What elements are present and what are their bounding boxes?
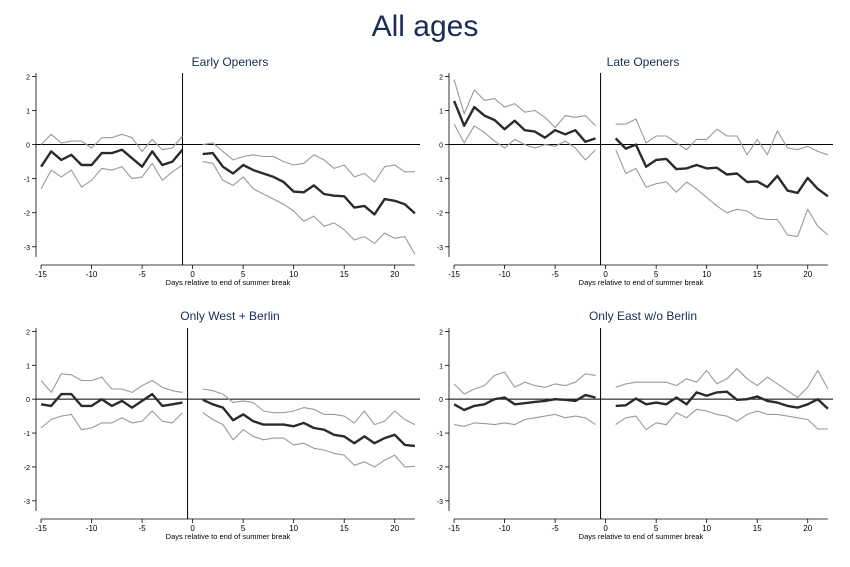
ci-upper-line-pre [40, 133, 183, 152]
x-tick-label: 5 [654, 270, 659, 279]
x-tick-label: -15 [448, 270, 460, 279]
panel-title: Only East w/o Berlin [589, 309, 697, 323]
y-tick-label: 0 [439, 143, 443, 150]
x-tick-label: -10 [499, 270, 511, 279]
y-tick-label: -3 [24, 499, 30, 506]
ci-upper-line-post [202, 142, 415, 183]
panel-title: Only West + Berlin [180, 309, 279, 323]
y-tick-label: -3 [437, 499, 443, 506]
x-tick-label: 15 [753, 270, 762, 279]
ci-lower-line-pre [453, 123, 596, 161]
ci-lower-line-post [615, 149, 829, 238]
x-tick-label: 10 [289, 270, 298, 279]
x-tick-label: 5 [241, 270, 246, 279]
x-axis-label: Days relative to end of summer break [166, 532, 291, 541]
estimate-line-post [615, 390, 829, 410]
estimate-line-post [202, 398, 416, 448]
x-axis-label: Days relative to end of summer break [166, 278, 291, 287]
x-axis-label: Days relative to end of summer break [579, 532, 704, 541]
ci-lower-line-pre [40, 162, 183, 190]
estimate-line-pre [40, 392, 183, 409]
y-tick-label: 2 [26, 74, 30, 81]
y-tick-label: 1 [26, 363, 30, 370]
x-tick-label: -5 [552, 270, 560, 279]
ci-upper-line-pre [453, 79, 596, 129]
x-tick-label: 5 [654, 524, 659, 533]
x-tick-label: 0 [603, 524, 608, 533]
x-tick-label: -10 [499, 524, 511, 533]
x-tick-label: -15 [448, 524, 460, 533]
x-tick-label: 20 [390, 524, 399, 533]
x-tick-label: 20 [803, 270, 812, 279]
x-tick-label: 20 [390, 270, 399, 279]
x-tick-label: -5 [552, 524, 560, 533]
ci-upper-line-pre [40, 373, 183, 393]
x-tick-label: -10 [86, 270, 98, 279]
ci-lower-line-pre [454, 413, 596, 427]
y-tick-label: -2 [24, 465, 30, 472]
ci-lower-line-post [615, 408, 828, 431]
x-tick-label: 5 [241, 524, 246, 533]
x-tick-label: -5 [139, 270, 147, 279]
x-tick-label: 0 [190, 524, 195, 533]
y-tick-label: -3 [437, 245, 443, 252]
page-title: All ages [371, 10, 479, 43]
y-tick-label: -3 [24, 245, 30, 252]
x-tick-label: 10 [289, 524, 298, 533]
y-tick-label: 2 [439, 74, 443, 81]
x-tick-label: -10 [86, 524, 98, 533]
x-tick-label: 10 [702, 270, 711, 279]
estimate-line-post [614, 137, 829, 198]
y-tick-label: 1 [439, 363, 443, 370]
estimate-line-post [202, 151, 416, 216]
x-tick-label: 0 [603, 270, 608, 279]
y-tick-label: -2 [437, 465, 443, 472]
estimate-line-pre [453, 393, 596, 412]
x-tick-label: 15 [753, 524, 762, 533]
estimate-line-pre [40, 148, 184, 168]
y-tick-label: 2 [439, 329, 443, 336]
ci-lower-line-pre [40, 410, 183, 431]
x-tick-label: 15 [340, 524, 349, 533]
x-axis-label: Days relative to end of summer break [579, 278, 704, 287]
x-tick-label: 0 [190, 270, 195, 279]
y-tick-label: 0 [26, 397, 30, 404]
y-tick-label: -1 [24, 177, 30, 184]
y-tick-label: 0 [26, 143, 30, 150]
ci-lower-line-post [202, 412, 415, 468]
y-tick-label: -1 [437, 177, 443, 184]
y-tick-label: 0 [439, 397, 443, 404]
ci-upper-line-post [615, 368, 829, 399]
estimate-line-pre [452, 100, 596, 143]
panel-title: Early Openers [192, 55, 269, 69]
y-tick-label: -1 [24, 431, 30, 438]
x-tick-label: -15 [35, 270, 47, 279]
panel-title: Late Openers [607, 55, 680, 69]
x-tick-label: 20 [803, 524, 812, 533]
x-tick-label: -5 [139, 524, 147, 533]
y-tick-label: 1 [439, 108, 443, 115]
y-tick-label: -2 [437, 211, 443, 218]
x-tick-label: 10 [702, 524, 711, 533]
y-tick-label: -1 [437, 431, 443, 438]
x-tick-label: 15 [340, 270, 349, 279]
y-tick-label: 1 [26, 108, 30, 115]
y-tick-label: -2 [24, 211, 30, 218]
ci-upper-line-post [615, 118, 829, 156]
x-tick-label: -15 [35, 524, 47, 533]
ci-lower-line-post [202, 161, 416, 255]
ci-upper-line-post [202, 388, 416, 426]
ci-upper-line-pre [453, 371, 596, 395]
y-tick-label: 2 [26, 329, 30, 336]
